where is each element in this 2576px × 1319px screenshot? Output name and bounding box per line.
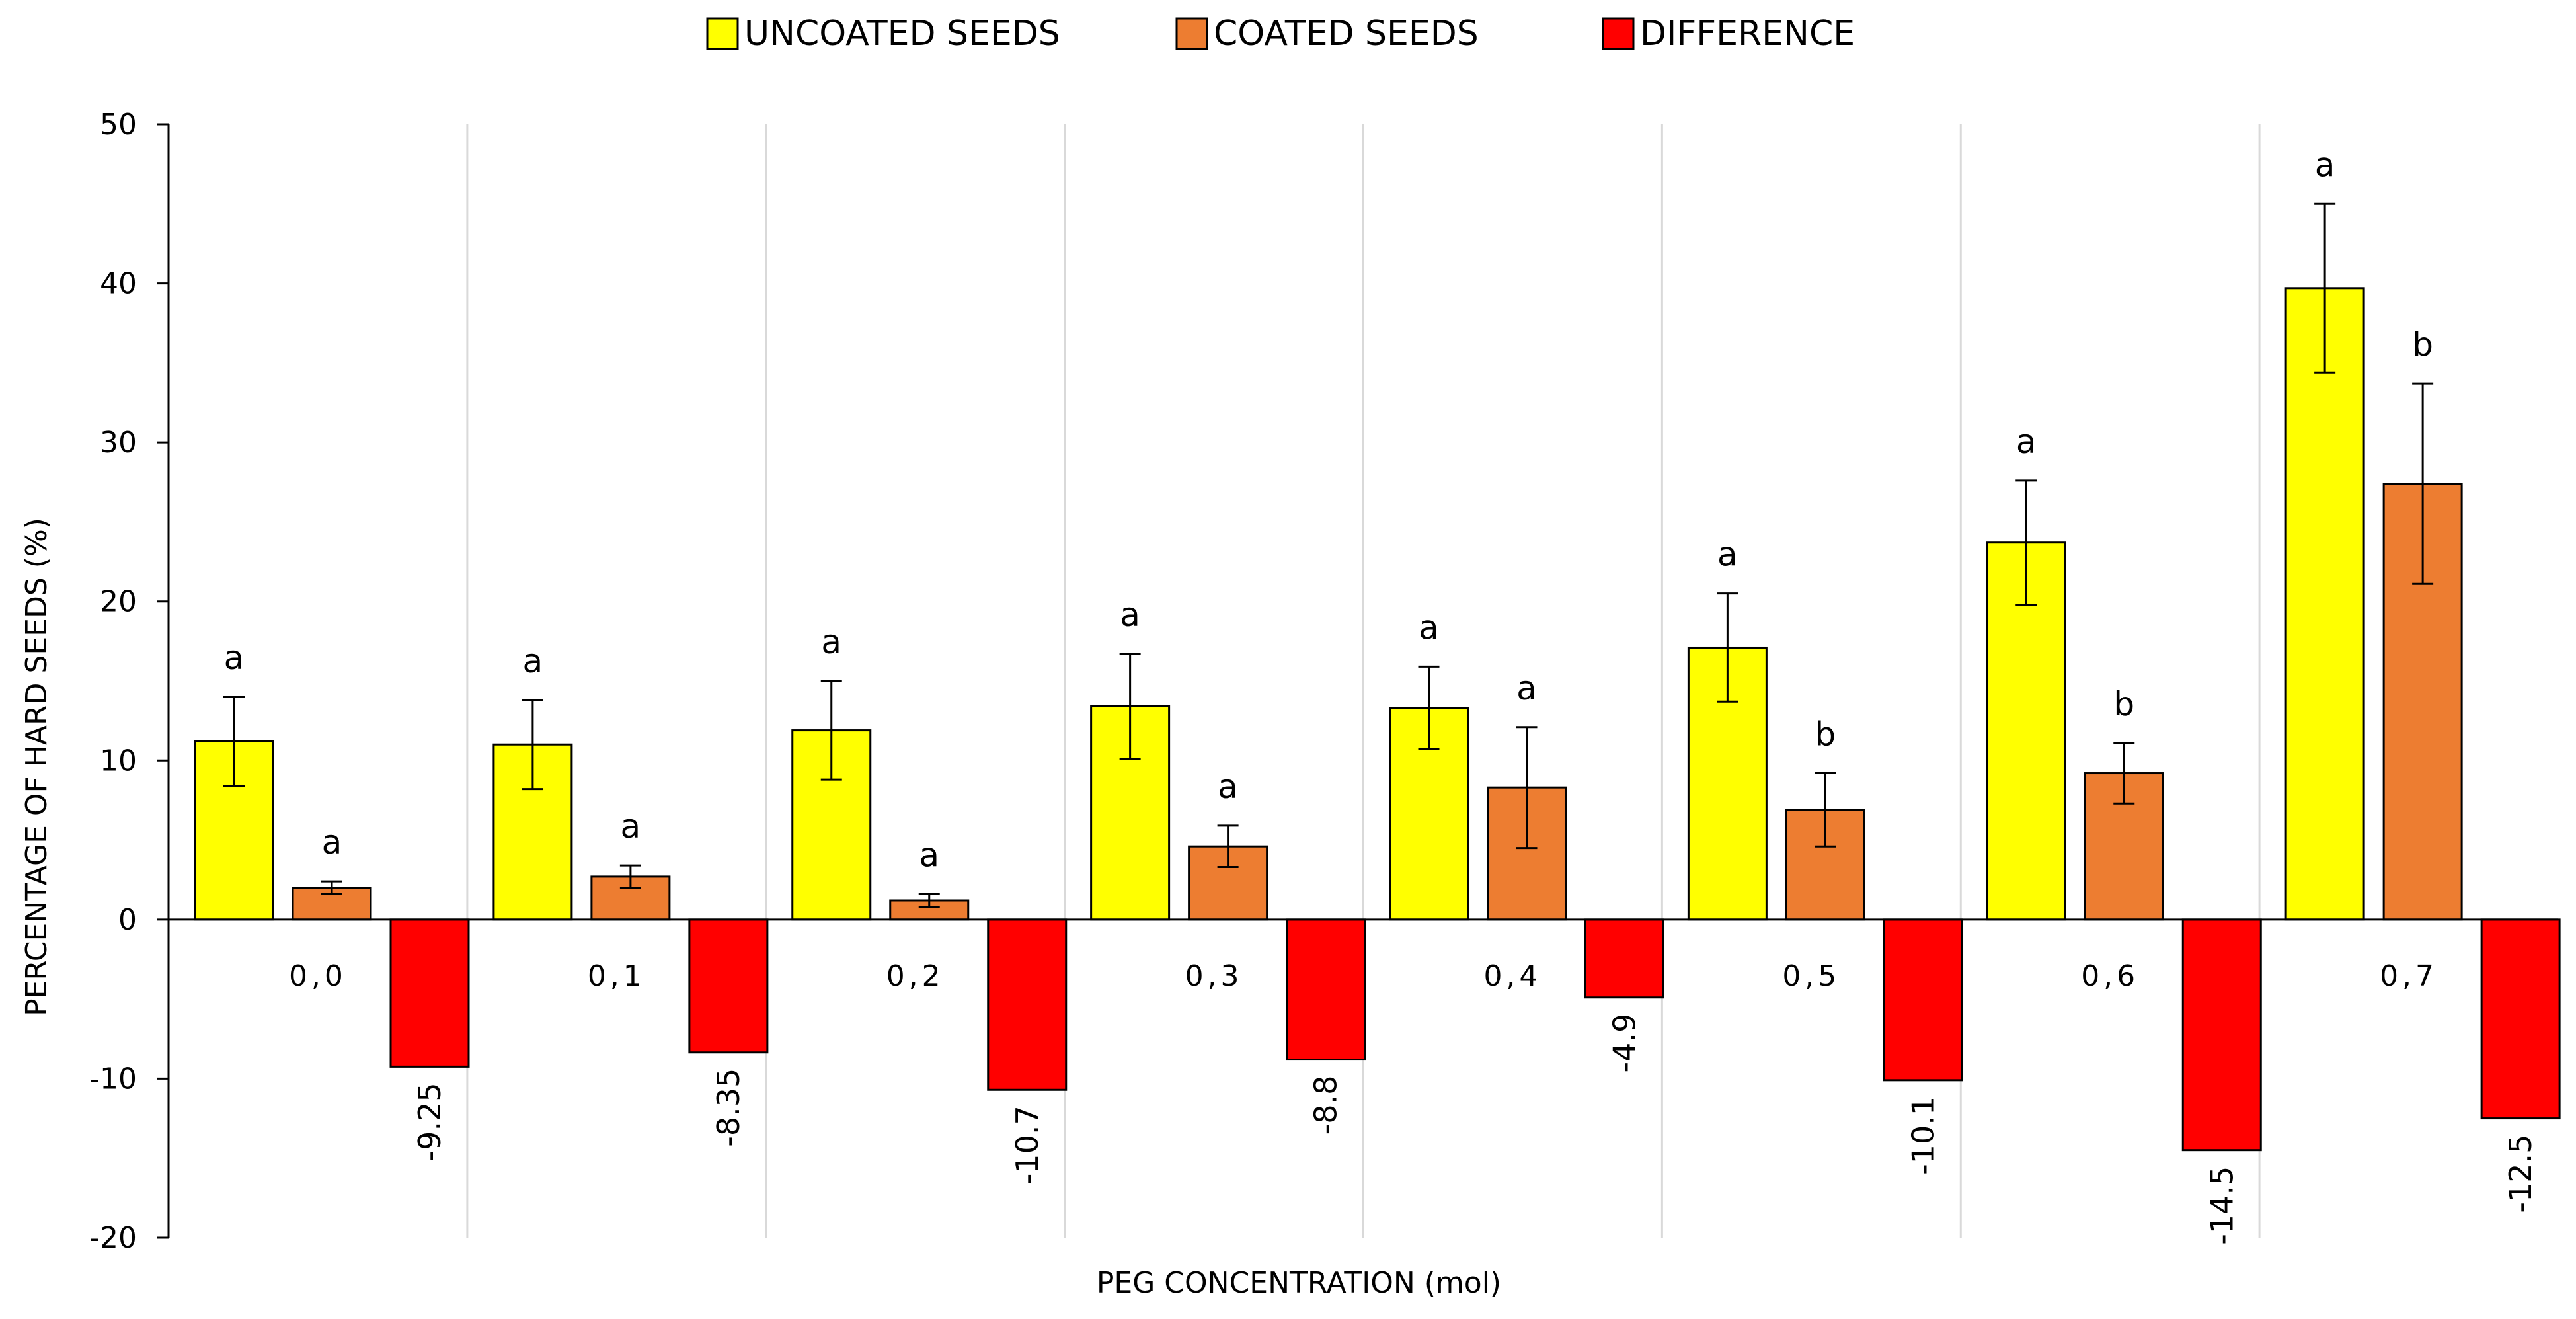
significance-label: a	[1218, 768, 1238, 806]
y-tick-label: 30	[100, 426, 137, 460]
bar	[2181, 918, 2262, 1152]
difference-label: -9.25	[412, 1082, 448, 1161]
legend-swatch	[706, 17, 739, 50]
y-tick-label: -20	[89, 1221, 137, 1255]
significance-label: a	[322, 823, 342, 861]
bar	[389, 918, 470, 1068]
significance-label: a	[2016, 422, 2037, 461]
category-label: 0,2	[886, 959, 945, 993]
difference-label: -10.1	[1905, 1096, 1941, 1175]
y-tick-label: 40	[100, 267, 137, 301]
significance-label: b	[2412, 325, 2433, 364]
category-label: 0,4	[1483, 959, 1542, 993]
bars: a a a a a a a a a a a a a b b b -9.25 -8.35 -10.7 -8.8 -4.9 -…	[194, 145, 2561, 1245]
y-tick-label: 50	[100, 108, 137, 141]
significance-label: a	[821, 623, 841, 661]
difference-label: -10.7	[1009, 1105, 1045, 1184]
significance-label: a	[1717, 536, 1738, 574]
category-label: 0,0	[289, 959, 347, 993]
category-label: 0,3	[1185, 959, 1243, 993]
category-label: 0,6	[2081, 959, 2139, 993]
significance-label: b	[1815, 715, 1836, 754]
category-label: 0,7	[2380, 959, 2438, 993]
significance-label: a	[2315, 145, 2335, 184]
category-separators	[466, 124, 2261, 1238]
x-axis-title: PEG CONCENTRATION (mol)	[1097, 1266, 1501, 1300]
category-label: 0,1	[588, 959, 646, 993]
significance-label: b	[2113, 685, 2134, 723]
category-label: 0,5	[1782, 959, 1840, 993]
significance-label: a	[1516, 669, 1537, 707]
difference-label: -8.35	[711, 1068, 746, 1147]
bar	[1286, 918, 1366, 1061]
bar	[1584, 918, 1664, 999]
legend-label: UNCOATED SEEDS	[744, 14, 1060, 54]
bar	[688, 918, 769, 1054]
significance-label: a	[224, 639, 245, 677]
y-tick-label: -10	[89, 1062, 137, 1096]
bar	[1883, 918, 1963, 1082]
difference-label: -4.9	[1607, 1014, 1643, 1073]
significance-label: a	[1419, 608, 1439, 647]
bar	[2284, 287, 2365, 921]
y-tick-label: 0	[118, 903, 137, 937]
difference-label: -12.5	[2503, 1135, 2538, 1213]
significance-label: a	[919, 836, 939, 874]
significance-label: a	[1120, 596, 1140, 634]
y-tick-label: 10	[100, 744, 137, 778]
y-axis: -20 -10 0 10 20 30 40 50	[89, 108, 170, 1255]
significance-label: a	[523, 642, 543, 680]
bar	[2480, 918, 2561, 1120]
x-axis: 0,0 0,1 0,2 0,3 0,4 0,5 0,6 0,7	[169, 918, 2558, 993]
legend-swatch	[1602, 17, 1635, 50]
legend-label: DIFFERENCE	[1640, 14, 1855, 54]
y-tick-label: 20	[100, 585, 137, 619]
difference-label: -8.8	[1308, 1076, 1344, 1135]
significance-label: a	[621, 807, 641, 846]
legend-swatch	[1175, 17, 1208, 50]
legend-label: COATED SEEDS	[1214, 14, 1479, 54]
y-axis-title: PERCENTAGE OF HARD SEEDS (%)	[20, 518, 54, 1016]
legend: UNCOATED SEEDS COATED SEEDS DIFFERENCE	[706, 14, 1855, 54]
bar	[987, 918, 1068, 1091]
difference-label: -14.5	[2204, 1166, 2240, 1245]
